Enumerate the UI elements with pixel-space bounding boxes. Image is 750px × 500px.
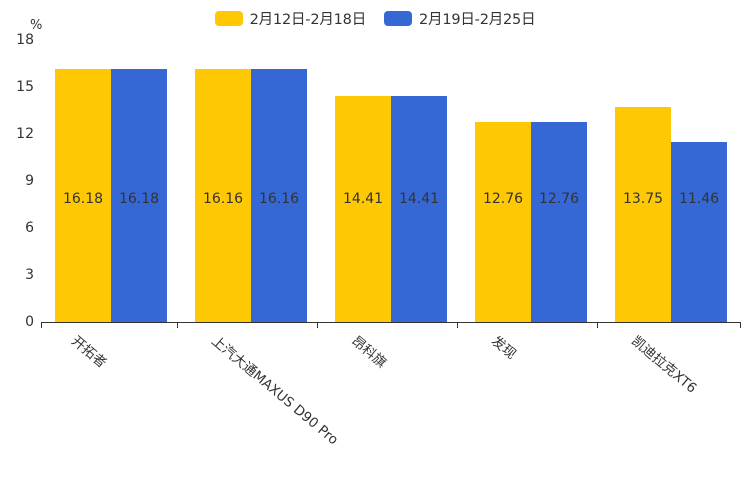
- x-axis-line: [41, 322, 741, 323]
- bar-value-label: 16.16: [258, 191, 300, 207]
- legend-swatch-icon-series-0: [214, 11, 243, 26]
- legend-label-series-0: 2月12日-2月18日: [249, 12, 367, 28]
- bar-value-label: 16.18: [62, 191, 104, 207]
- x-axis-category-label-2: 昂科旗: [348, 333, 390, 372]
- legend-item-series-1[interactable]: 2月19日-2月25日: [384, 8, 536, 29]
- x-axis-category-label-1: 上汽大通MAXUS D90 Pro: [208, 333, 342, 449]
- x-axis-category-label-0: 开拓者: [68, 333, 110, 372]
- y-axis-tick-label: 18: [16, 32, 34, 48]
- bar-value-label: 16.18: [118, 191, 160, 207]
- bar-series-0-category-3[interactable]: 12.76: [475, 122, 531, 322]
- x-axis-tick: [457, 322, 458, 328]
- legend-swatch-icon-series-1: [384, 11, 412, 26]
- legend-label-series-1: 2月19日-2月25日: [419, 12, 536, 28]
- x-axis-category-label-4: 凯迪拉克XT6: [628, 333, 700, 397]
- bar-series-1-category-1[interactable]: 16.16: [251, 68, 307, 322]
- chart-legend: 2月12日-2月18日 2月19日-2月25日: [0, 8, 750, 29]
- x-axis-category-label-3: 发现: [488, 333, 520, 363]
- bar-series-1-category-4[interactable]: 11.46: [671, 142, 727, 322]
- bar-series-0-category-0[interactable]: 16.18: [55, 68, 111, 322]
- x-axis-end-tick: [41, 322, 42, 328]
- x-axis-tick: [317, 322, 318, 328]
- bar-series-0-category-1[interactable]: 16.16: [195, 68, 251, 322]
- bar-series-1-category-0[interactable]: 16.18: [111, 68, 167, 322]
- x-axis-tick: [177, 322, 178, 328]
- y-axis-tick-label: 9: [25, 173, 34, 189]
- bar-value-label: 14.41: [342, 191, 384, 207]
- bar-value-label: 14.41: [398, 191, 440, 207]
- x-axis-tick: [597, 322, 598, 328]
- bar-value-label: 12.76: [482, 191, 524, 207]
- legend-item-series-0[interactable]: 2月12日-2月18日: [214, 8, 367, 29]
- y-axis-tick-label: 0: [25, 314, 34, 330]
- y-axis-tick-label: 3: [25, 267, 34, 283]
- bar-series-0-category-4[interactable]: 13.75: [615, 106, 671, 322]
- bar-value-label: 13.75: [622, 191, 664, 207]
- bar-value-label: 12.76: [538, 191, 580, 207]
- x-axis-end-tick: [740, 322, 741, 328]
- plot-area: 0 3 6 9 12 15 18 16.18 16.18 16.16 16.16 14.41 14.41…: [16, 32, 741, 330]
- y-axis-tick-label: 12: [16, 126, 34, 142]
- y-axis-unit-label: %: [30, 18, 43, 33]
- y-axis-tick-label: 15: [16, 79, 34, 95]
- y-axis-tick-label: 6: [25, 220, 34, 236]
- bar-value-label: 11.46: [678, 191, 720, 207]
- bar-series-0-category-2[interactable]: 14.41: [335, 96, 391, 322]
- bar-series-1-category-3[interactable]: 12.76: [531, 122, 587, 322]
- bar-value-label: 16.16: [202, 191, 244, 207]
- bar-series-1-category-2[interactable]: 14.41: [391, 96, 447, 322]
